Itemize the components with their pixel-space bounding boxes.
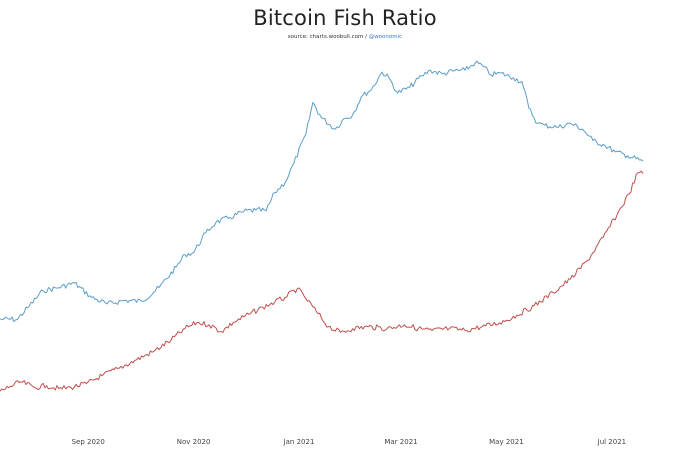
- series-layer: [0, 60, 644, 392]
- source-text: source: charts.woobull.com /: [287, 34, 369, 40]
- author-handle-link[interactable]: @woonomic: [368, 34, 403, 40]
- x-tick-label: May 2021: [489, 438, 524, 446]
- series-line-1: [0, 60, 644, 322]
- x-tick-label: Mar 2021: [384, 438, 417, 446]
- x-tick-label: Sep 2020: [72, 438, 105, 446]
- chart-subtitle: source: charts.woobull.com / @woonomic: [0, 34, 690, 40]
- x-tick-label: Jul 2021: [597, 438, 627, 446]
- x-tick-label: Nov 2020: [177, 438, 211, 446]
- x-axis: Sep 2020 Nov 2020 Jan 2021 Mar 2021 May 2021…: [72, 438, 627, 446]
- x-tick-label: Jan 2021: [283, 438, 315, 446]
- series-line-2: [0, 170, 644, 392]
- chart-title: Bitcoin Fish Ratio: [253, 6, 437, 30]
